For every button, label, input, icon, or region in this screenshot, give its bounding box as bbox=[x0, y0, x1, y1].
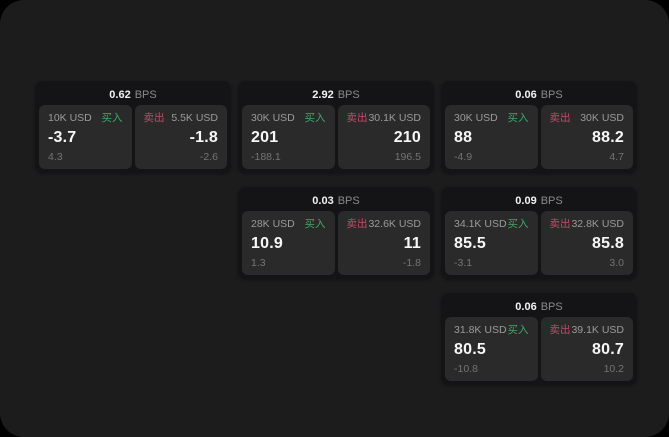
buy-label: 买入 bbox=[304, 218, 326, 230]
quote-card: 0.09 BPS 34.1K USD 买入 85.5 -3.1 卖出 32.8K… bbox=[441, 187, 637, 279]
buy-size: 31.8K USD bbox=[454, 324, 507, 336]
sell-label: 卖出 bbox=[143, 112, 165, 124]
spread-unit: BPS bbox=[540, 89, 563, 101]
buy-panel[interactable]: 30K USD 买入 88 -4.9 bbox=[445, 105, 538, 169]
buy-panel[interactable]: 28K USD 买入 10.9 1.3 bbox=[242, 211, 335, 275]
buy-label: 买入 bbox=[507, 218, 529, 230]
quote-card: 0.03 BPS 28K USD 买入 10.9 1.3 卖出 32.6K US… bbox=[238, 187, 434, 279]
sell-size: 30K USD bbox=[580, 112, 624, 124]
spread-value: 0.06 bbox=[515, 89, 537, 101]
buy-size: 30K USD bbox=[454, 112, 498, 124]
buy-secondary-value: -188.1 bbox=[251, 151, 281, 163]
spread-header: 0.06 BPS bbox=[445, 85, 633, 105]
spread-unit: BPS bbox=[337, 89, 360, 101]
quote-card-grid: 0.62 BPS 10K USD 买入 -3.7 4.3 卖出 5.5K USD bbox=[35, 81, 637, 385]
buy-size: 28K USD bbox=[251, 218, 295, 230]
buy-size: 30K USD bbox=[251, 112, 295, 124]
sell-size: 30.1K USD bbox=[368, 112, 421, 124]
sell-price: 11 bbox=[403, 234, 421, 252]
spread-header: 0.62 BPS bbox=[39, 85, 227, 105]
spread-unit: BPS bbox=[337, 195, 360, 207]
spread-value: 2.92 bbox=[312, 89, 334, 101]
sell-price: 85.8 bbox=[592, 234, 624, 252]
spread-unit: BPS bbox=[540, 195, 563, 207]
spread-header: 0.06 BPS bbox=[445, 297, 633, 317]
buy-panel[interactable]: 34.1K USD 买入 85.5 -3.1 bbox=[445, 211, 538, 275]
buy-panel[interactable]: 31.8K USD 买入 80.5 -10.8 bbox=[445, 317, 538, 381]
spread-value: 0.62 bbox=[109, 89, 131, 101]
sell-secondary-value: -2.6 bbox=[199, 151, 218, 163]
quote-card: 0.06 BPS 31.8K USD 买入 80.5 -10.8 卖出 39.1… bbox=[441, 293, 637, 385]
sell-price: 80.7 bbox=[592, 340, 624, 358]
sell-secondary-value: 4.7 bbox=[609, 151, 624, 163]
buy-secondary-value: 4.3 bbox=[48, 151, 63, 163]
buy-secondary-value: 1.3 bbox=[251, 257, 266, 269]
sell-panel[interactable]: 卖出 30.1K USD 210 196.5 bbox=[337, 105, 430, 169]
buy-label: 买入 bbox=[304, 112, 326, 124]
spread-header: 2.92 BPS bbox=[242, 85, 430, 105]
buy-label: 买入 bbox=[101, 112, 123, 124]
sell-size: 5.5K USD bbox=[171, 112, 218, 124]
buy-price: 10.9 bbox=[251, 234, 283, 252]
spread-unit: BPS bbox=[540, 301, 563, 313]
buy-size: 34.1K USD bbox=[454, 218, 507, 230]
sell-panel[interactable]: 卖出 32.6K USD 11 -1.8 bbox=[337, 211, 430, 275]
quote-card: 0.06 BPS 30K USD 买入 88 -4.9 卖出 30K USD bbox=[441, 81, 637, 173]
sell-panel[interactable]: 卖出 39.1K USD 80.7 10.2 bbox=[540, 317, 633, 381]
sell-label: 卖出 bbox=[549, 324, 571, 336]
buy-price: 88 bbox=[454, 128, 473, 146]
sell-price: 88.2 bbox=[592, 128, 624, 146]
sell-secondary-value: 196.5 bbox=[394, 151, 421, 163]
buy-panel[interactable]: 10K USD 买入 -3.7 4.3 bbox=[39, 105, 132, 169]
buy-price: 80.5 bbox=[454, 340, 486, 358]
sell-size: 32.6K USD bbox=[368, 218, 421, 230]
buy-size: 10K USD bbox=[48, 112, 92, 124]
spread-value: 0.03 bbox=[312, 195, 334, 207]
spread-unit: BPS bbox=[134, 89, 157, 101]
sell-label: 卖出 bbox=[346, 112, 368, 124]
buy-price: 201 bbox=[251, 128, 279, 146]
sell-label: 卖出 bbox=[346, 218, 368, 230]
spread-header: 0.09 BPS bbox=[445, 191, 633, 211]
sell-panel[interactable]: 卖出 30K USD 88.2 4.7 bbox=[540, 105, 633, 169]
buy-secondary-value: -4.9 bbox=[454, 151, 473, 163]
spread-value: 0.09 bbox=[515, 195, 537, 207]
sell-panel[interactable]: 卖出 5.5K USD -1.8 -2.6 bbox=[134, 105, 227, 169]
sell-label: 卖出 bbox=[549, 112, 571, 124]
sell-panel[interactable]: 卖出 32.8K USD 85.8 3.0 bbox=[540, 211, 633, 275]
quote-card: 0.62 BPS 10K USD 买入 -3.7 4.3 卖出 5.5K USD bbox=[35, 81, 231, 173]
spread-value: 0.06 bbox=[515, 301, 537, 313]
sell-secondary-value: 3.0 bbox=[609, 257, 624, 269]
sell-secondary-value: -1.8 bbox=[402, 257, 421, 269]
buy-label: 买入 bbox=[507, 324, 529, 336]
spread-header: 0.03 BPS bbox=[242, 191, 430, 211]
buy-price: 85.5 bbox=[454, 234, 486, 252]
quote-card: 2.92 BPS 30K USD 买入 201 -188.1 卖出 30.1K … bbox=[238, 81, 434, 173]
buy-label: 买入 bbox=[507, 112, 529, 124]
sell-price: 210 bbox=[393, 128, 421, 146]
buy-panel[interactable]: 30K USD 买入 201 -188.1 bbox=[242, 105, 335, 169]
buy-secondary-value: -10.8 bbox=[454, 363, 478, 375]
sell-size: 39.1K USD bbox=[571, 324, 624, 336]
sell-label: 卖出 bbox=[549, 218, 571, 230]
buy-price: -3.7 bbox=[48, 128, 77, 146]
buy-secondary-value: -3.1 bbox=[454, 257, 473, 269]
sell-size: 32.8K USD bbox=[571, 218, 624, 230]
sell-secondary-value: 10.2 bbox=[603, 363, 624, 375]
sell-price: -1.8 bbox=[189, 128, 218, 146]
